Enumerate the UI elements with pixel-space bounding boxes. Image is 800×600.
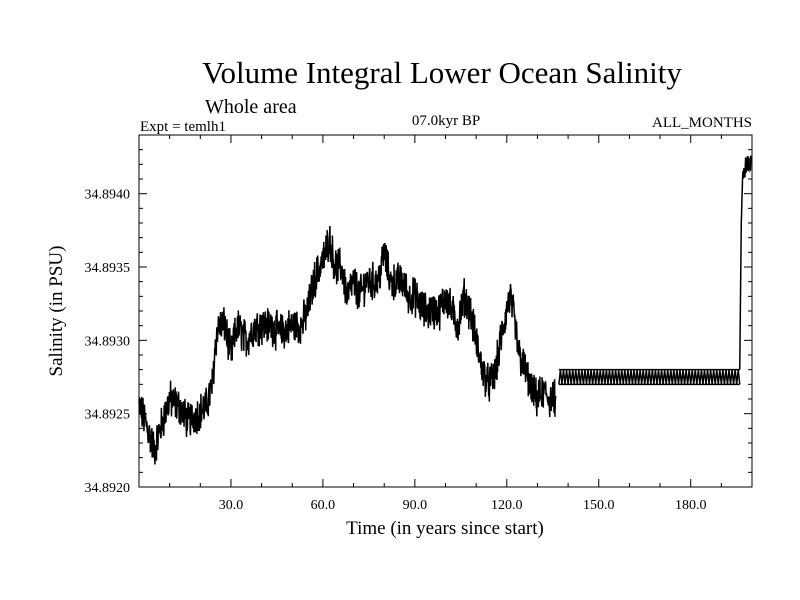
y-tick-labels: 34.8920 34.8925 34.8930 34.8935 34.8940	[85, 188, 131, 496]
series-layer	[138, 155, 752, 465]
y-tick-label: 34.8925	[85, 408, 131, 423]
experiment-label: Expt = temlh1	[140, 119, 226, 135]
x-tick-labels: 30.0 60.0 90.0 120.0 150.0 180.0	[219, 498, 707, 513]
x-tick-label: 180.0	[675, 498, 707, 513]
final-jump-line	[738, 155, 752, 370]
chart-subtitle: Whole area	[205, 96, 297, 118]
salinity-line	[138, 225, 557, 465]
y-tick-label: 34.8935	[85, 261, 131, 276]
y-axis-label: Salinity (in PSU)	[46, 246, 67, 377]
period-label: 07.0kyr BP	[412, 113, 480, 129]
x-tick-label: 30.0	[219, 498, 244, 513]
plot-frame	[138, 134, 753, 488]
months-label: ALL_MONTHS	[652, 115, 752, 131]
x-axis-label: Time (in years since start)	[346, 518, 544, 539]
x-tick-label: 90.0	[403, 498, 428, 513]
y-tick-label: 34.8940	[85, 188, 131, 203]
x-tick-label: 60.0	[311, 498, 336, 513]
oscillation-band	[558, 369, 741, 385]
y-tick-label: 34.8920	[85, 481, 131, 496]
chart-title: Volume Integral Lower Ocean Salinity	[202, 55, 682, 90]
y-tick-label: 34.8930	[85, 334, 131, 349]
x-tick-label: 120.0	[491, 498, 523, 513]
tick-marks	[139, 134, 752, 488]
x-tick-label: 150.0	[583, 498, 615, 513]
